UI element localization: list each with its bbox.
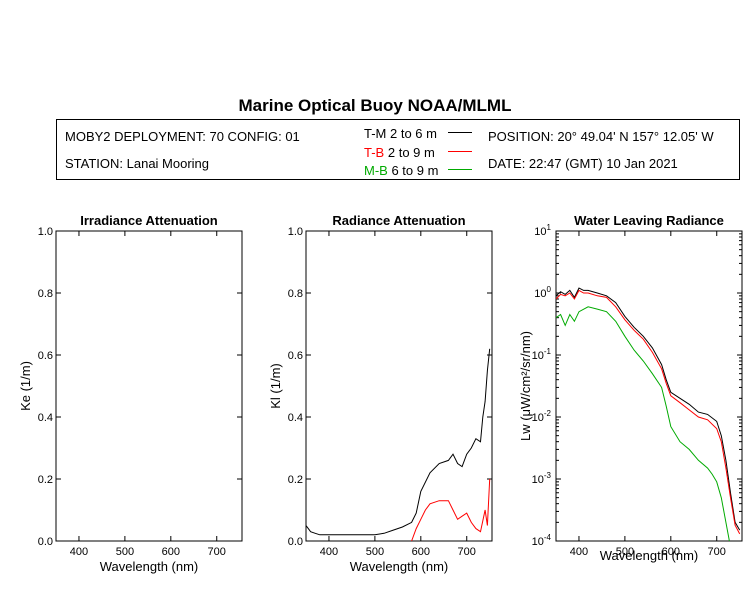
x-tick-label: 500 xyxy=(116,546,134,558)
y-tick-label: 0.4 xyxy=(288,412,303,424)
deployment-text: MOBY2 DEPLOYMENT: 70 CONFIG: 01 xyxy=(65,129,300,144)
y-axis-label: Kl (1/m) xyxy=(268,363,283,409)
series-line-3 xyxy=(556,306,730,541)
y-tick-label: 0.4 xyxy=(38,412,53,424)
legend-mb-range: 6 to 9 m xyxy=(391,163,439,178)
x-tick-label: 600 xyxy=(412,546,430,558)
plot-frame xyxy=(305,230,493,542)
series-line-1 xyxy=(306,348,491,536)
y-tick-label: 101 xyxy=(534,223,551,238)
x-axis-label: Wavelength (nm) xyxy=(100,559,199,574)
legend-tm: T-M 2 to 6 m xyxy=(364,126,437,141)
y-tick-label: 1.0 xyxy=(288,226,303,238)
y-tick-label: 0.6 xyxy=(38,350,53,362)
main-title: Marine Optical Buoy NOAA/MLML xyxy=(238,96,512,115)
y-tick-label: 0.6 xyxy=(288,350,303,362)
y-tick-label: 0.2 xyxy=(288,474,303,486)
series-line-2 xyxy=(411,478,491,541)
x-tick-label: 700 xyxy=(208,546,226,558)
x-tick-label: 700 xyxy=(708,546,726,558)
y-tick-label: 10-3 xyxy=(532,471,552,486)
y-tick-label: 0.2 xyxy=(38,474,53,486)
y-tick-label: 0.0 xyxy=(288,536,303,548)
legend-tb: T-B 2 to 9 m xyxy=(364,145,435,160)
series-line-2 xyxy=(556,289,741,535)
station-text: STATION: Lanai Mooring xyxy=(65,156,210,171)
x-tick-label: 700 xyxy=(458,546,476,558)
info-box: MOBY2 DEPLOYMENT: 70 CONFIG: 01 STATION:… xyxy=(56,119,740,180)
x-tick-label: 600 xyxy=(662,546,680,558)
chart-title: Irradiance Attenuation xyxy=(80,213,218,228)
x-axis-label: Wavelength (nm) xyxy=(600,548,699,563)
legend-tb-line xyxy=(448,151,472,152)
y-tick-label: 10-4 xyxy=(532,533,552,548)
y-tick-label: 0.0 xyxy=(38,536,53,548)
x-tick-label: 400 xyxy=(70,546,88,558)
y-axis-label: Lw (μW/cm²/sr/nm) xyxy=(518,331,533,441)
x-tick-label: 600 xyxy=(162,546,180,558)
legend-tm-range: 2 to 6 m xyxy=(390,126,437,141)
x-tick-label: 400 xyxy=(570,546,588,558)
x-tick-label: 500 xyxy=(366,546,384,558)
plot-frame xyxy=(555,230,743,542)
date-text: DATE: 22:47 (GMT) 10 Jan 2021 xyxy=(488,156,678,171)
legend-mb-line xyxy=(448,169,472,170)
chart-panel-2: Radiance Attenuation 400 500 600 700 0.0 0.2 0.… xyxy=(268,213,493,574)
chart-panel-3: Water Leaving Radiance 400 500 600 700 101 100… xyxy=(518,213,743,563)
series-line-1 xyxy=(556,287,741,531)
x-axis-label: Wavelength (nm) xyxy=(350,559,449,574)
position-text: POSITION: 20° 49.04' N 157° 12.05' W xyxy=(488,129,714,144)
y-tick-label: 10-1 xyxy=(532,347,552,362)
legend-mb-code: M-B xyxy=(364,163,388,178)
legend-tm-code: T-M xyxy=(364,126,387,141)
legend-tm-line xyxy=(448,132,472,133)
chart-title: Water Leaving Radiance xyxy=(574,213,724,228)
chart-title: Radiance Attenuation xyxy=(332,213,465,228)
legend-tb-code: T-B xyxy=(364,145,385,160)
y-tick-label: 100 xyxy=(534,285,551,300)
plot-frame xyxy=(55,230,243,542)
y-tick-label: 10-2 xyxy=(532,409,552,424)
chart-panel-1: Irradiance Attenuation 400 500 600 700 0.0 0.2… xyxy=(18,213,243,574)
y-axis-label: Ke (1/m) xyxy=(18,361,33,411)
y-tick-label: 0.8 xyxy=(288,288,303,300)
x-tick-label: 500 xyxy=(616,546,634,558)
y-tick-label: 0.8 xyxy=(38,288,53,300)
x-tick-label: 400 xyxy=(320,546,338,558)
y-tick-label: 1.0 xyxy=(38,226,53,238)
legend-tb-range: 2 to 9 m xyxy=(387,145,435,160)
legend-mb: M-B 6 to 9 m xyxy=(364,163,438,178)
